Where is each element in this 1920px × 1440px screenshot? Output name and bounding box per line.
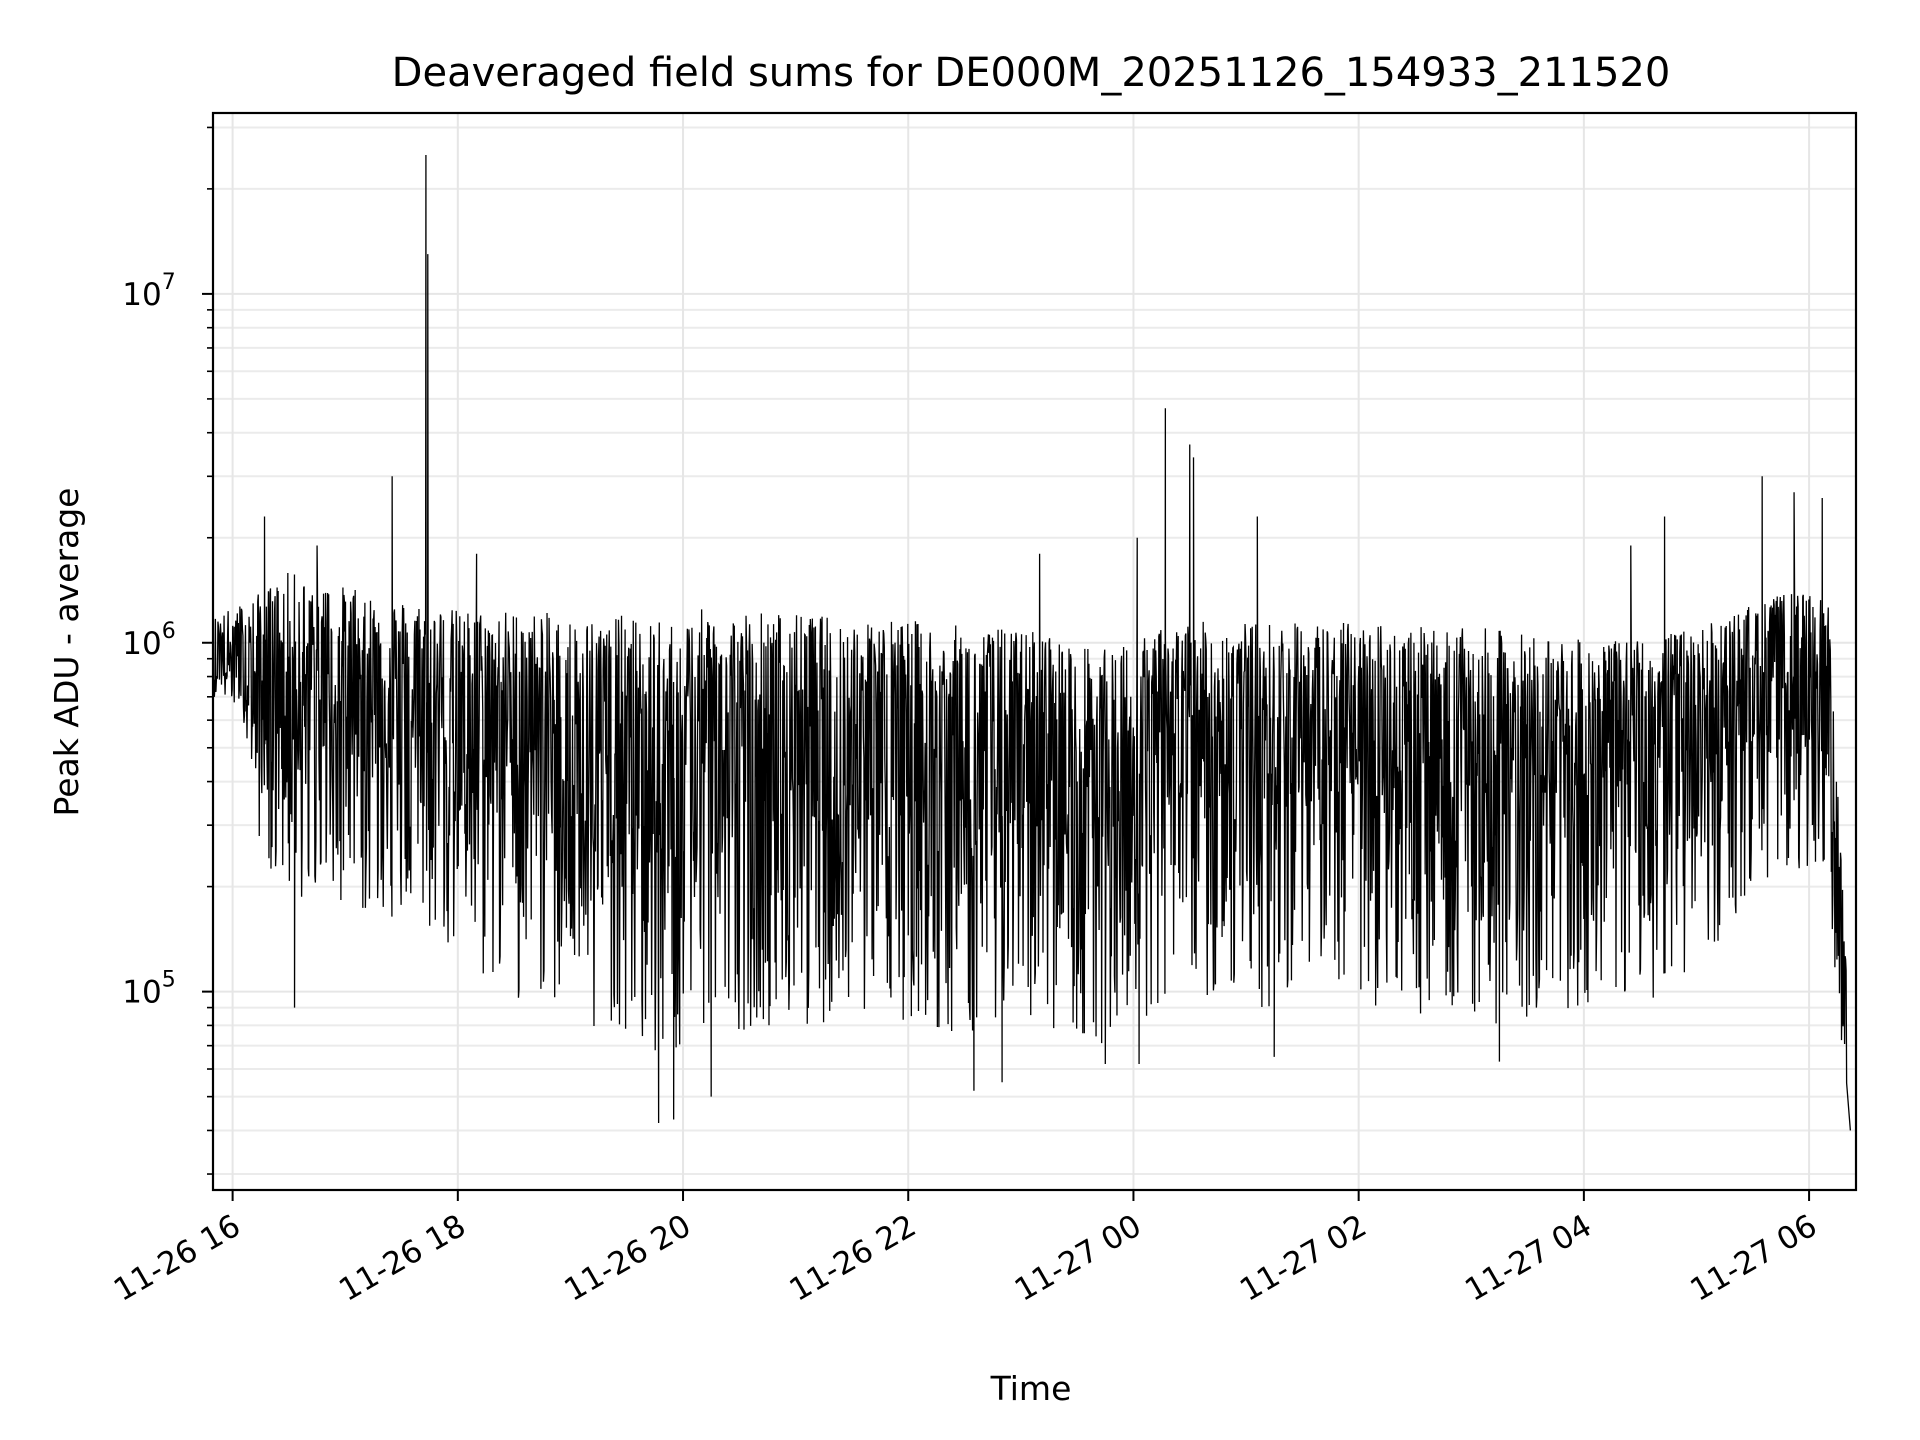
y-tick-label: 105 xyxy=(122,968,175,1011)
series-line xyxy=(213,155,1852,1131)
x-axis-label: Time xyxy=(990,1369,1072,1408)
plot-frame xyxy=(211,111,1858,1192)
y-axis-label: Peak ADU - average xyxy=(47,488,86,817)
y-tick-label: 106 xyxy=(122,619,175,662)
y-tick-label: 107 xyxy=(122,270,175,313)
plot-area xyxy=(213,155,1852,1131)
y-axis: 105 106 107 xyxy=(122,126,213,1175)
chart-title: Deaveraged field sums for DE000M_2025112… xyxy=(392,50,1671,96)
